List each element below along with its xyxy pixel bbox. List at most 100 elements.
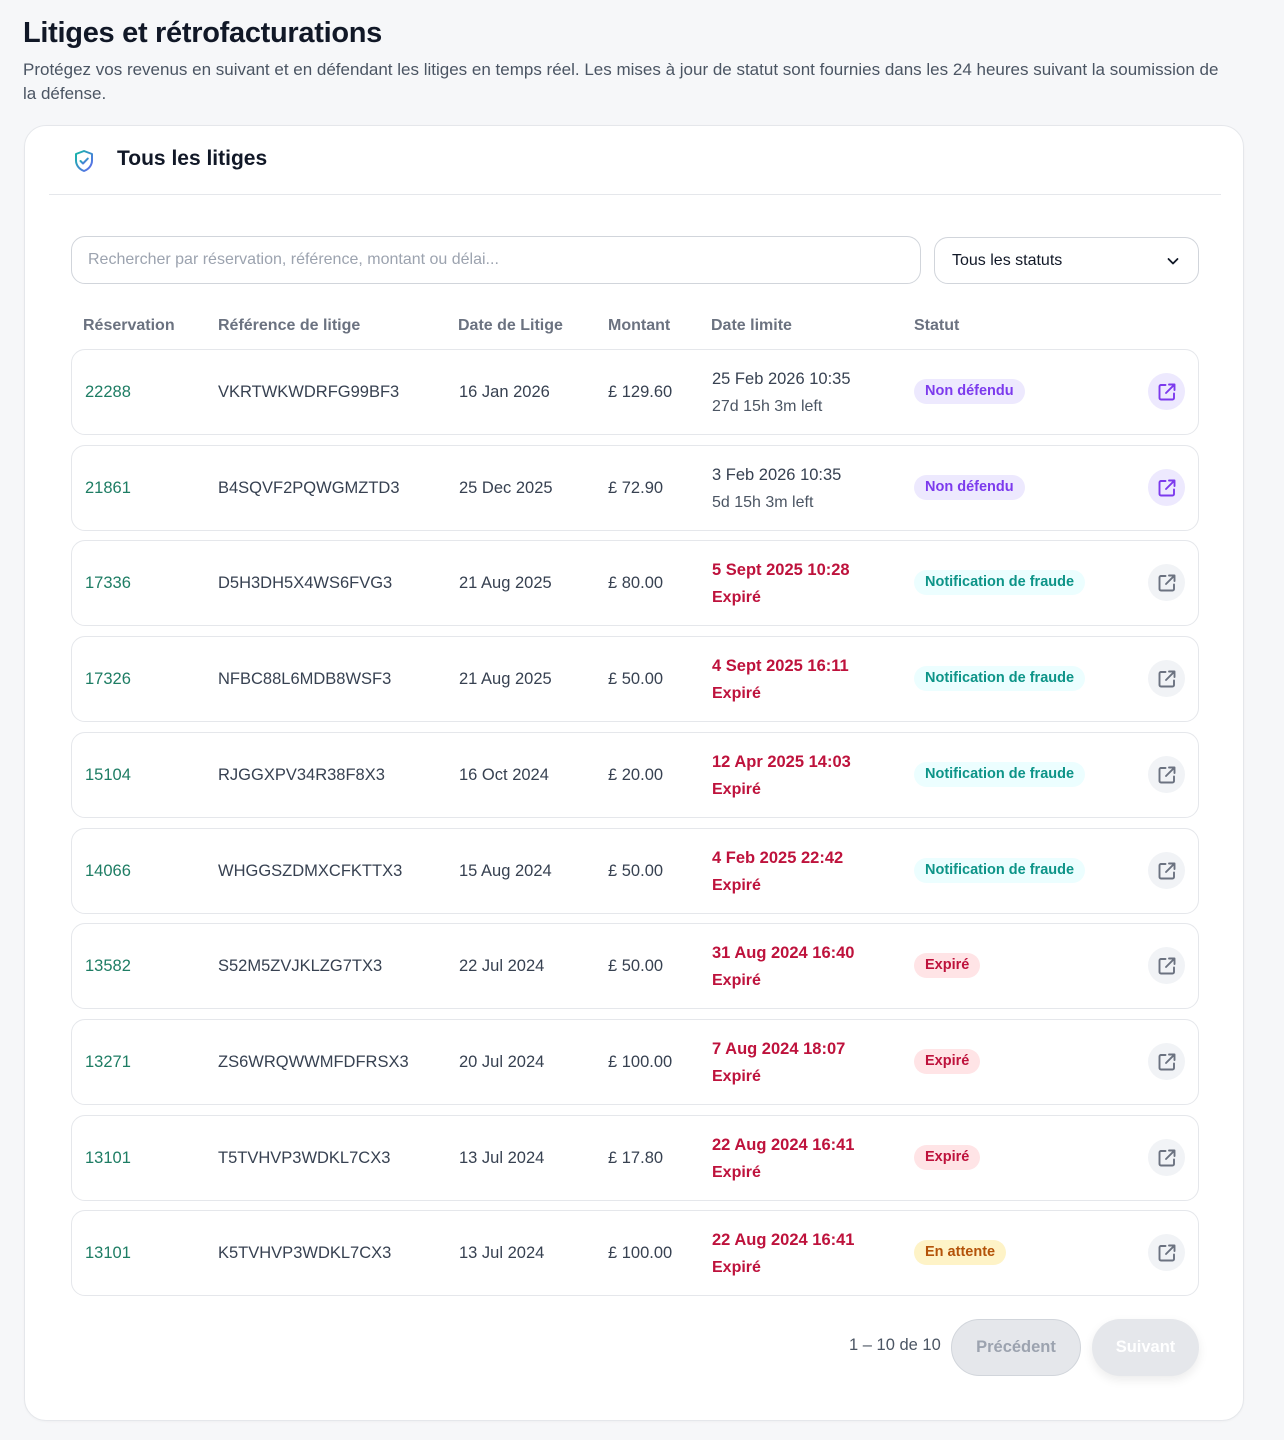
deadline-cell: 22 Aug 2024 16:41 Expiré bbox=[712, 1131, 854, 1187]
reservation-link[interactable]: 21861 bbox=[85, 478, 131, 497]
status-badge: Notification de fraude bbox=[914, 666, 1086, 691]
reservation-link[interactable]: 17326 bbox=[85, 669, 131, 688]
column-header-deadline: Date limite bbox=[711, 317, 792, 334]
reservation-link[interactable]: 13582 bbox=[85, 956, 131, 975]
deadline-cell: 7 Aug 2024 18:07 Expiré bbox=[712, 1035, 845, 1091]
status-badge: Notification de fraude bbox=[914, 762, 1086, 787]
reservation-link[interactable]: 15104 bbox=[85, 765, 131, 784]
dispute-amount: £ 50.00 bbox=[608, 669, 664, 688]
open-dispute-button[interactable] bbox=[1148, 469, 1185, 506]
open-dispute-button[interactable] bbox=[1148, 660, 1185, 697]
dispute-amount: £ 100.00 bbox=[608, 1243, 673, 1262]
reservation-link[interactable]: 17336 bbox=[85, 573, 131, 592]
external-link-icon bbox=[1158, 766, 1175, 783]
deadline-cell: 31 Aug 2024 16:40 Expiré bbox=[712, 939, 854, 995]
deadline-cell: 4 Feb 2025 22:42 Expiré bbox=[712, 844, 843, 900]
dispute-reference: S52M5ZVJKLZG7TX3 bbox=[218, 956, 383, 975]
dispute-reference: NFBC88L6MDB8WSF3 bbox=[218, 669, 392, 688]
open-dispute-button[interactable] bbox=[1148, 947, 1185, 984]
dispute-amount: £ 129.60 bbox=[608, 382, 673, 401]
reservation-link[interactable]: 13101 bbox=[85, 1148, 131, 1167]
deadline-date: 5 Sept 2025 10:28 bbox=[712, 561, 850, 579]
dispute-date: 13 Jul 2024 bbox=[459, 1243, 545, 1262]
search-input[interactable] bbox=[71, 236, 921, 284]
dispute-amount: £ 17.80 bbox=[608, 1148, 664, 1167]
status-badge: Non défendu bbox=[914, 475, 1025, 500]
column-header-reservation: Réservation bbox=[83, 317, 175, 334]
table-row[interactable]: 13101 K5TVHVP3WDKL7CX3 13 Jul 2024 £ 100.00… bbox=[71, 1210, 1199, 1296]
open-dispute-button[interactable] bbox=[1148, 756, 1185, 793]
deadline-date: 31 Aug 2024 16:40 bbox=[712, 944, 855, 962]
dispute-reference: ZS6WRQWWMFDFRSX3 bbox=[218, 1052, 409, 1071]
deadline-remaining: Expiré bbox=[712, 589, 761, 606]
table-row[interactable]: 15104 RJGGXPV34R38F8X3 16 Oct 2024 £ 20.00 1… bbox=[71, 732, 1199, 818]
column-header-status: Statut bbox=[914, 317, 960, 334]
external-link-icon bbox=[1158, 957, 1175, 974]
reservation-link[interactable]: 14066 bbox=[85, 861, 131, 880]
status-badge: Non défendu bbox=[914, 379, 1025, 404]
deadline-remaining: Expiré bbox=[712, 1164, 761, 1181]
reservation-link[interactable]: 22288 bbox=[85, 382, 131, 401]
column-header-reference: Référence de litige bbox=[218, 317, 361, 334]
deadline-cell: 4 Sept 2025 16:11 Expiré bbox=[712, 652, 849, 708]
external-link-icon bbox=[1158, 1244, 1175, 1261]
external-link-icon bbox=[1158, 670, 1175, 687]
external-link-icon bbox=[1158, 383, 1175, 400]
deadline-remaining: Expiré bbox=[712, 1068, 761, 1085]
external-link-icon bbox=[1158, 479, 1175, 496]
reservation-link[interactable]: 13101 bbox=[85, 1243, 131, 1262]
dispute-date: 20 Jul 2024 bbox=[459, 1052, 545, 1071]
deadline-date: 4 Feb 2025 22:42 bbox=[712, 849, 844, 867]
table-row[interactable]: 17336 D5H3DH5X4WS6FVG3 21 Aug 2025 £ 80.00 5… bbox=[71, 540, 1199, 626]
dispute-date: 25 Dec 2025 bbox=[459, 478, 553, 497]
table-row[interactable]: 13271 ZS6WRQWWMFDFRSX3 20 Jul 2024 £ 100.00… bbox=[71, 1019, 1199, 1105]
deadline-remaining: Expiré bbox=[712, 1259, 761, 1276]
external-link-icon bbox=[1158, 1149, 1175, 1166]
external-link-icon bbox=[1158, 862, 1175, 879]
open-dispute-button[interactable] bbox=[1148, 564, 1185, 601]
open-dispute-button[interactable] bbox=[1148, 1234, 1185, 1271]
dispute-date: 16 Jan 2026 bbox=[459, 382, 550, 401]
deadline-date: 12 Apr 2025 14:03 bbox=[712, 753, 851, 771]
table-row[interactable]: 21861 B4SQVF2PQWGMZTD3 25 Dec 2025 £ 72.90 3… bbox=[71, 445, 1199, 531]
dispute-amount: £ 80.00 bbox=[608, 573, 664, 592]
deadline-date: 22 Aug 2024 16:41 bbox=[712, 1136, 855, 1154]
open-dispute-button[interactable] bbox=[1148, 1043, 1185, 1080]
shield-check-icon bbox=[75, 150, 93, 172]
deadline-cell: 5 Sept 2025 10:28 Expiré bbox=[712, 556, 850, 612]
open-dispute-button[interactable] bbox=[1148, 1139, 1185, 1176]
table-row[interactable]: 13582 S52M5ZVJKLZG7TX3 22 Jul 2024 £ 50.00 3… bbox=[71, 923, 1199, 1009]
table-row[interactable]: 14066 WHGGSZDMXCFKTTX3 15 Aug 2024 £ 50.00 4… bbox=[71, 828, 1199, 914]
open-dispute-button[interactable] bbox=[1148, 373, 1185, 410]
previous-page-button[interactable]: Précédent bbox=[951, 1319, 1081, 1376]
dispute-date: 13 Jul 2024 bbox=[459, 1148, 545, 1167]
dispute-reference: WHGGSZDMXCFKTTX3 bbox=[218, 861, 403, 880]
deadline-cell: 25 Feb 2026 10:35 27d 15h 3m left bbox=[712, 365, 851, 421]
open-dispute-button[interactable] bbox=[1148, 852, 1185, 889]
status-badge: Expiré bbox=[914, 1049, 981, 1074]
status-badge: En attente bbox=[914, 1240, 1007, 1265]
dispute-amount: £ 50.00 bbox=[608, 861, 664, 880]
status-filter-value: Tous les statuts bbox=[952, 251, 1063, 269]
card-title: Tous les litiges bbox=[117, 147, 268, 170]
table-row[interactable]: 17326 NFBC88L6MDB8WSF3 21 Aug 2025 £ 50.00 4… bbox=[71, 636, 1199, 722]
column-header-amount: Montant bbox=[608, 317, 671, 334]
dispute-amount: £ 72.90 bbox=[608, 478, 664, 497]
table-row[interactable]: 13101 T5TVHVP3WDKL7CX3 13 Jul 2024 £ 17.80 2… bbox=[71, 1115, 1199, 1201]
dispute-date: 16 Oct 2024 bbox=[459, 765, 549, 784]
dispute-date: 22 Jul 2024 bbox=[459, 956, 545, 975]
dispute-reference: K5TVHVP3WDKL7CX3 bbox=[218, 1243, 392, 1262]
reservation-link[interactable]: 13271 bbox=[85, 1052, 131, 1071]
table-row[interactable]: 22288 VKRTWKWDRFG99BF3 16 Jan 2026 £ 129.60… bbox=[71, 349, 1199, 435]
status-badge: Notification de fraude bbox=[914, 858, 1086, 883]
page-subtitle: Protégez vos revenus en suivant et en dé… bbox=[23, 60, 1219, 103]
deadline-date: 22 Aug 2024 16:41 bbox=[712, 1231, 855, 1249]
deadline-cell: 12 Apr 2025 14:03 Expiré bbox=[712, 748, 851, 804]
dispute-date: 15 Aug 2024 bbox=[459, 861, 552, 880]
next-page-button[interactable]: Suivant bbox=[1092, 1319, 1199, 1376]
dispute-reference: T5TVHVP3WDKL7CX3 bbox=[218, 1148, 391, 1167]
status-filter-select[interactable]: Tous les statuts bbox=[934, 237, 1199, 284]
deadline-remaining: 27d 15h 3m left bbox=[712, 398, 823, 415]
status-badge: Expiré bbox=[914, 1145, 981, 1170]
deadline-remaining: Expiré bbox=[712, 781, 761, 798]
